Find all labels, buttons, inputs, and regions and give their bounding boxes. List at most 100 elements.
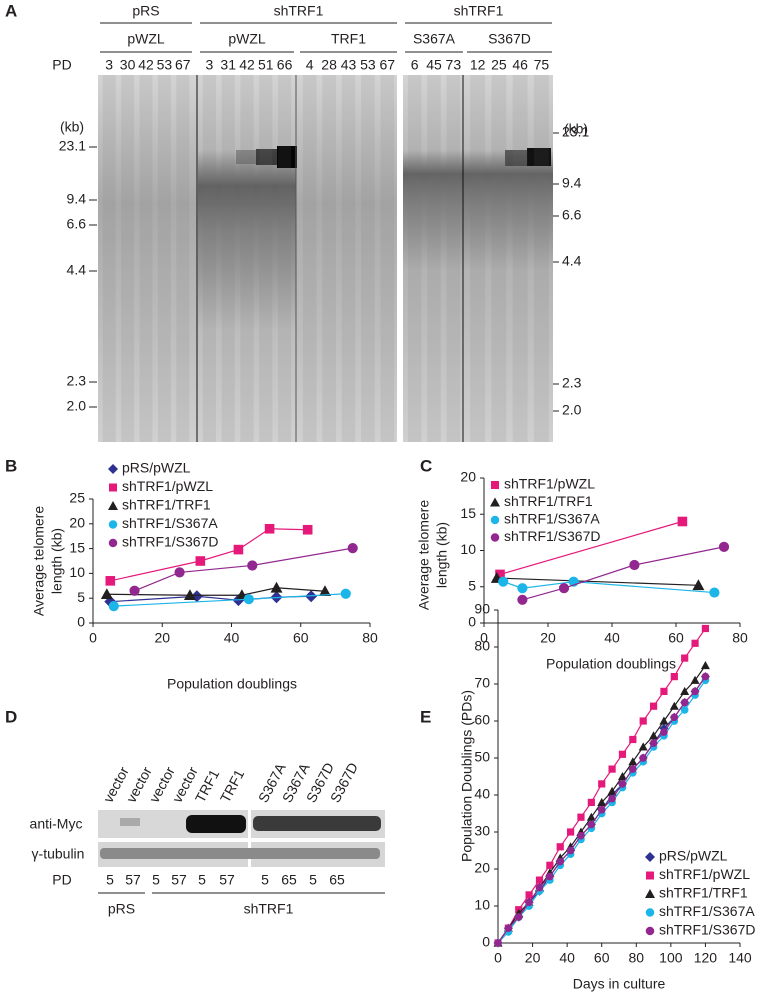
marker [108,601,119,612]
x-tick-label: 20 [525,950,541,966]
lane-pd: 6 [411,57,419,73]
marker [525,891,533,899]
legend-marker [645,926,655,936]
marker [680,686,690,695]
legend-label: shTRF1/S367A [122,515,218,531]
x-tick-label: 40 [604,630,620,646]
lane-pd: 66 [277,57,293,73]
legend-marker [645,908,655,917]
x-tick-label: 80 [362,630,378,646]
marker [718,541,730,552]
lane-pd: 75 [534,57,550,73]
marker [617,772,627,781]
size-marker: 2.0 [67,398,87,414]
y-tick-label: 50 [474,749,490,765]
marker [567,828,575,836]
series-line [134,547,353,592]
x-tick-label: 140 [728,950,752,966]
marker [264,523,275,534]
y-tick-label: 60 [474,712,490,728]
marker [587,798,595,806]
lane-pd: 5 [261,872,269,888]
legend-marker [491,481,499,489]
panel-label: C [420,456,432,475]
legend-label: shTRF1/TRF1 [122,497,211,513]
marker [690,675,700,684]
marker [649,702,658,710]
lane-pd: 57 [219,872,235,888]
x-axis-label: Population doublings [167,676,297,692]
x-tick-label: 80 [732,630,748,646]
size-marker: 6.6 [562,207,582,223]
marker [629,765,637,773]
legend-marker [646,871,654,880]
lane [491,75,507,442]
row-label: γ-tubulin [32,846,85,862]
lane-pd: 65 [281,872,297,888]
legend-label: shTRF1/TRF1 [659,885,748,901]
pd-label: PD [52,57,71,73]
legend-label: pRS/pWZL [122,460,191,476]
group-label: shTRF1 [244,901,294,917]
marker [597,805,606,814]
marker [556,857,565,866]
lane-pd: 4 [306,57,314,73]
size-marker: 23.1 [562,124,589,140]
marker [558,583,570,594]
size-marker: 4.4 [67,262,87,278]
lane [259,75,273,442]
legend-marker [645,889,655,898]
marker [347,543,358,554]
marker [247,560,258,571]
group-label: pRS [132,3,159,19]
marker [608,765,616,773]
marker [105,576,116,586]
marker [577,813,585,821]
size-marker: 9.4 [562,175,582,191]
y-tick-label: 25 [69,490,85,506]
marker [504,924,513,933]
marker [639,717,647,725]
panel-label: A [5,1,17,20]
lane [202,75,216,442]
lane-pd: 53 [157,57,173,73]
legend-marker [108,501,118,510]
marker [302,524,313,535]
y-axis-label: length (kb) [49,528,65,594]
x-tick-label: 0 [494,950,502,966]
x-axis-label: Days in culture [573,976,666,992]
x-axis-label: Population doublings [546,656,676,672]
legend-label: shTRF1/S367A [659,903,755,919]
y-tick-label: 90 [474,601,490,617]
subgroup-label: TRF1 [331,31,366,47]
x-tick-label: 80 [628,950,644,966]
row-label: anti-Myc [30,816,83,832]
marker [498,576,509,587]
lane-pd: 5 [309,872,317,888]
y-tick-label: 0 [77,614,85,630]
x-tick-label: 0 [480,630,488,646]
y-tick-label: 10 [460,541,476,557]
size-marker: 4.4 [562,253,582,269]
lane-pd: 5 [152,872,160,888]
marker [566,846,575,855]
panel-label: B [5,456,17,475]
y-tick-label: 20 [460,469,476,485]
lane [157,75,171,442]
lane [176,75,190,442]
legend-marker [645,852,655,862]
gel-image [98,75,553,442]
marker [669,701,679,710]
lane [446,75,461,442]
marker [629,559,640,571]
legend-marker [490,497,500,507]
group-label: pRS [108,901,135,917]
lane-pd: 67 [380,57,396,73]
legend-marker [490,515,500,525]
marker [607,786,617,795]
marker [597,797,607,806]
marker [649,739,658,748]
western-blot [98,808,385,870]
lane [240,75,254,442]
